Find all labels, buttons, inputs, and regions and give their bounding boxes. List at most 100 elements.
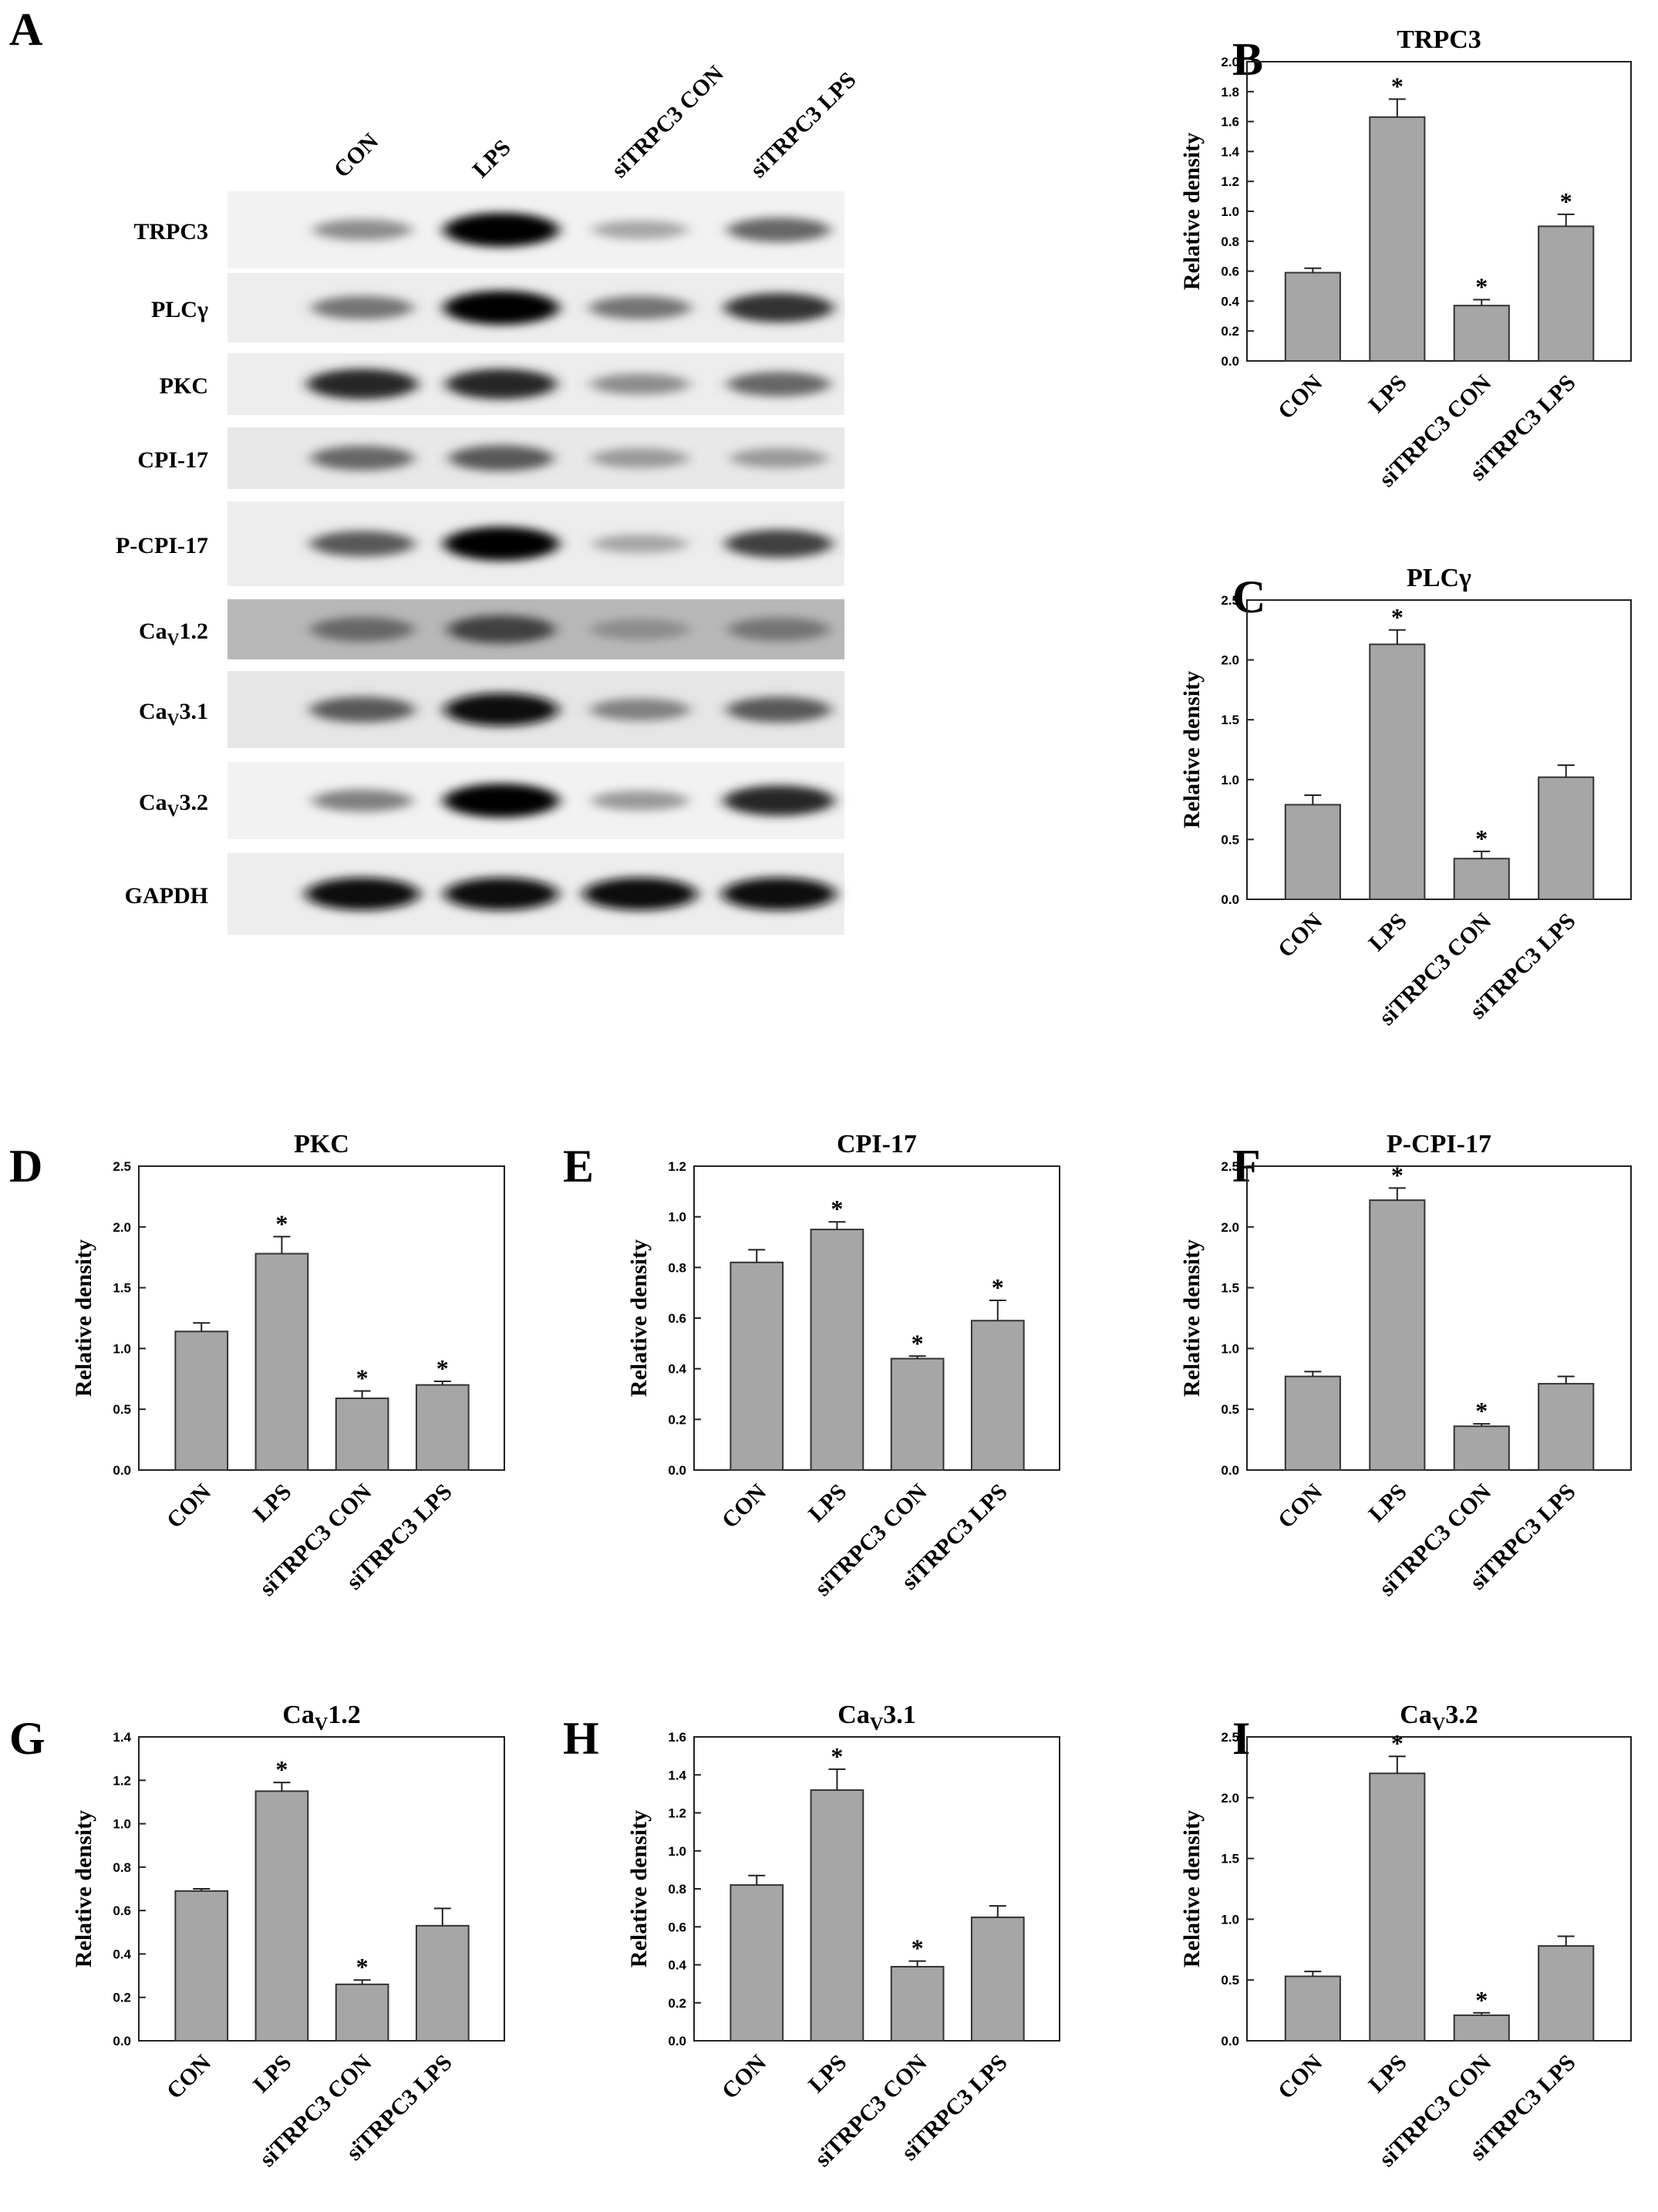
- y-tick-label: 2.5: [1221, 1159, 1239, 1174]
- plot-frame: [1246, 1165, 1632, 1471]
- bar-sitrpc3-con: [890, 1965, 945, 2042]
- y-tick-label: 1.5: [1221, 1281, 1239, 1296]
- y-tick-label: 2.5: [1221, 593, 1239, 608]
- y-tick-label: 1.4: [668, 1768, 686, 1782]
- blot-row-trpc3: TRPC3: [133, 191, 844, 268]
- y-axis-label: Relative density: [71, 1239, 96, 1397]
- bar-sitrpc3-lps: [970, 1320, 1025, 1471]
- panel-letter-a: A: [9, 4, 42, 55]
- bar-sitrpc3-con: [1453, 858, 1510, 901]
- blot-row-plc: PLCγ: [151, 273, 844, 342]
- significance-marker: *: [1475, 272, 1488, 300]
- y-tick-label: 1.6: [668, 1730, 686, 1745]
- significance-marker: *: [831, 1742, 843, 1770]
- blot-row-label-main: GAPDH: [125, 883, 208, 909]
- blot-band: [592, 220, 688, 240]
- chart-title: PLCγ: [1407, 564, 1471, 592]
- blot-lane-label-con: CON: [329, 128, 384, 183]
- y-tick-label: 0.8: [1221, 234, 1239, 249]
- x-category-label-con: CON: [1273, 1479, 1328, 1533]
- blot-row-label: CaV3.2: [139, 790, 208, 820]
- blot-row-label: CPI-17: [137, 447, 208, 473]
- chart-title-main: Ca: [837, 1701, 870, 1729]
- bar-sitrpc3-lps: [1538, 776, 1595, 900]
- bar-sitrpc3-con: [1453, 305, 1510, 362]
- blot-row-pkc: PKC: [160, 353, 844, 415]
- blot-band: [727, 217, 831, 242]
- y-tick-label: 0.0: [1221, 892, 1239, 907]
- y-tick-label: 0.4: [113, 1947, 131, 1961]
- y-tick-label: 2.5: [1221, 1730, 1239, 1745]
- bar-con: [1284, 1975, 1341, 2042]
- y-tick-label: 1.2: [1221, 174, 1239, 189]
- y-tick-label: 2.5: [113, 1159, 131, 1174]
- bar-con: [1284, 1375, 1341, 1471]
- y-tick-label: 2.0: [113, 1220, 131, 1235]
- bar-sitrpc3-con: [335, 1983, 389, 2042]
- chart-title-tail: 3.2: [1445, 1701, 1478, 1729]
- y-tick-label: 2.0: [1221, 1220, 1239, 1235]
- y-tick-label: 0.4: [668, 1958, 686, 1973]
- panel-e-chart: E CPI-17 0.0 0.2 0.4 0.6 0.8 1.0 1.2 Relative den…: [563, 1130, 1060, 1601]
- bar-sitrpc3-lps: [1538, 1945, 1595, 2042]
- significance-marker: *: [1391, 1729, 1404, 1757]
- chart-title-sub: V: [315, 1715, 329, 1735]
- y-tick-label: 0.0: [1221, 2034, 1239, 2048]
- y-tick-label: 0.0: [113, 2034, 131, 2048]
- blot-band: [305, 877, 420, 911]
- significance-marker: *: [831, 1195, 843, 1222]
- significance-marker: *: [1475, 1397, 1488, 1425]
- y-tick-label: 0.4: [1221, 294, 1239, 309]
- blot-row-label-tail: 3.2: [180, 790, 209, 815]
- y-tick-label: 0.0: [668, 2034, 686, 2048]
- blot-band: [722, 877, 836, 911]
- blot-band: [310, 696, 415, 723]
- blot-row-label-main: TRPC3: [133, 219, 208, 244]
- significance-marker: *: [1475, 824, 1488, 852]
- panel-h-chart: H CaV3.1 0.0 0.2 0.4 0.6 0.8 1.0 1.2 1.4 1.6 Relati…: [563, 1701, 1060, 2172]
- blot-band: [723, 785, 834, 816]
- bar-lps: [1369, 1772, 1426, 2042]
- blot-row-label: CaV1.2: [139, 619, 208, 649]
- panel-letter-g: G: [9, 1713, 45, 1764]
- chart-title: CaV3.1: [837, 1701, 915, 1735]
- chart-title-tail: γ: [1458, 564, 1471, 592]
- blot-band: [311, 617, 414, 642]
- chart-title-main: TRPC3: [1397, 25, 1481, 54]
- significance-marker: *: [436, 1354, 449, 1382]
- y-tick-label: 1.0: [1221, 204, 1239, 219]
- blot-band: [591, 619, 689, 640]
- blot-row-cav1-2: CaV1.2: [139, 599, 844, 659]
- panel-letter-i: I: [1232, 1713, 1250, 1764]
- chart-title-main: Ca: [282, 1701, 315, 1729]
- blot-band: [725, 529, 833, 558]
- blot-row-label: PKC: [160, 373, 208, 399]
- panel-g-chart: G CaV1.20.00.20.40.60.81.01.21.4Relative …: [9, 1701, 505, 2172]
- x-category-label-con: CON: [162, 1479, 217, 1533]
- plot-frame: [1246, 1736, 1632, 2042]
- x-category-label-con: CON: [1273, 369, 1328, 424]
- panel-i-chart: I CaV3.2 0.0 0.5 1.0 1.5 2.0 2.5 Relative densit…: [1179, 1701, 1632, 2172]
- y-tick-label: 1.0: [1221, 1341, 1239, 1356]
- significance-marker: *: [992, 1273, 1004, 1301]
- y-axis-label: Relative density: [1179, 1239, 1205, 1397]
- bar-sitrpc3-con: [335, 1398, 389, 1471]
- y-tick-label: 0.8: [668, 1260, 686, 1275]
- significance-marker: *: [1391, 72, 1404, 100]
- y-axis-label: Relative density: [626, 1239, 652, 1397]
- blot-row-cav3-2: CaV3.2: [139, 762, 844, 839]
- y-tick-label: 1.0: [668, 1210, 686, 1225]
- plot-frame: [1246, 599, 1632, 900]
- blot-band: [591, 373, 689, 395]
- bar-con: [730, 1884, 784, 2042]
- blot-row-label-sub: V: [167, 629, 180, 649]
- bar-con: [1284, 804, 1341, 900]
- chart-title-main: CPI-17: [837, 1130, 917, 1158]
- x-category-label-con: CON: [1273, 2049, 1328, 2104]
- blot-band: [312, 295, 413, 320]
- y-tick-label: 0.6: [113, 1903, 131, 1918]
- panel-letter-h: H: [563, 1713, 599, 1764]
- y-tick-label: 1.0: [1221, 773, 1239, 787]
- chart-title: CPI-17: [837, 1130, 917, 1158]
- panel-b-chart: B TRPC3 0.0 0.2 0.4 0.6 0.8 1.0 1.2 1.4 1.6 1.8 2.0 R…: [1179, 25, 1632, 492]
